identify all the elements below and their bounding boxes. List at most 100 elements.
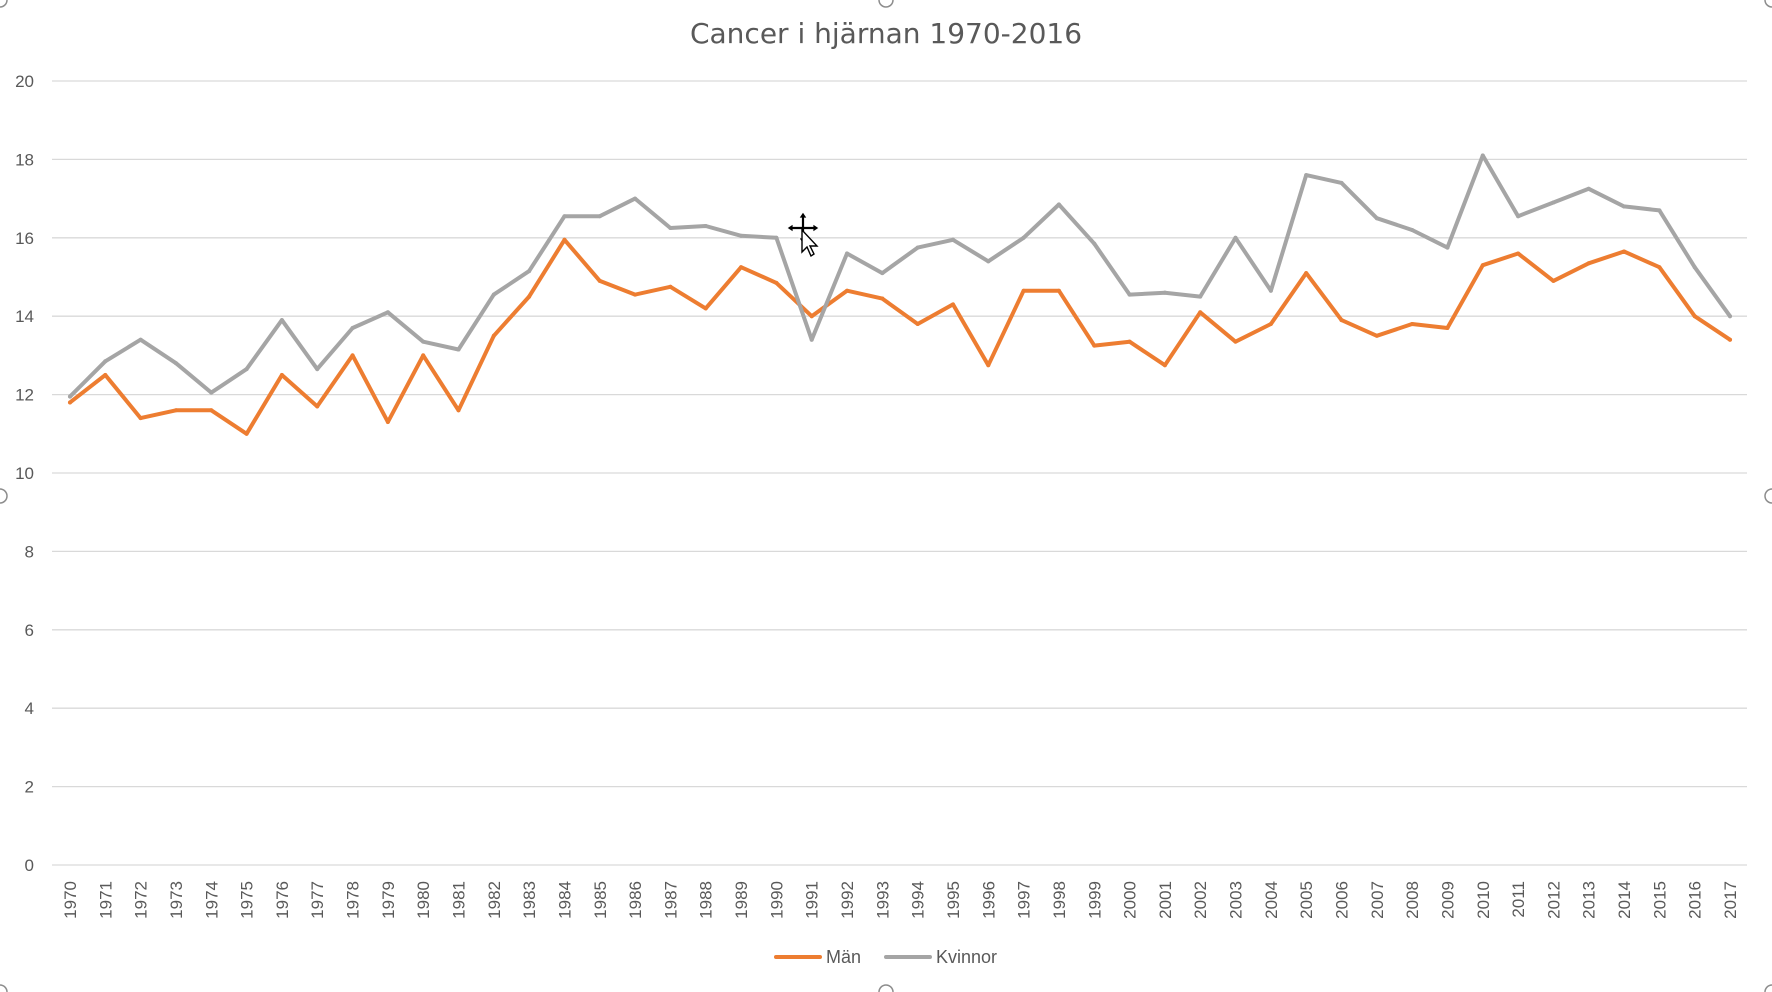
y-tick-label: 20 [15,72,34,91]
data-point-kvinnor [244,367,249,372]
data-point-kvinnor [703,224,708,229]
data-point-kvinnor [1268,288,1273,293]
data-point-man [1339,318,1344,323]
y-tick-label: 12 [15,386,34,405]
data-point-man [1728,337,1732,342]
x-tick-label: 2003 [1227,881,1246,919]
x-tick-label: 2013 [1580,881,1599,919]
data-point-kvinnor [1728,314,1732,319]
data-point-kvinnor [739,233,744,238]
plot-series[interactable] [68,153,1732,436]
y-tick-label: 16 [15,229,34,248]
data-point-kvinnor [562,214,567,219]
data-point-kvinnor [845,251,850,256]
data-point-man [703,306,708,311]
x-tick-label: 1993 [873,881,892,919]
x-tick-label: 2017 [1721,881,1740,919]
data-point-kvinnor [1092,241,1097,246]
x-tick-label: 1987 [661,881,680,919]
y-tick-label: 8 [25,542,34,561]
data-point-man [562,237,567,242]
x-tick-label: 1971 [96,881,115,919]
x-tick-label: 2004 [1262,881,1281,919]
x-tick-label: 1994 [909,881,928,919]
data-point-man [1021,288,1026,293]
y-tick-label: 4 [25,699,34,718]
data-point-kvinnor [633,196,638,201]
resize-handle-top-left[interactable] [0,0,8,8]
data-point-kvinnor [209,390,214,395]
resize-handle-right[interactable] [1764,488,1772,504]
data-point-man [774,280,779,285]
data-point-man [845,288,850,293]
x-tick-label: 2000 [1121,881,1140,919]
x-tick-label: 2002 [1191,881,1210,919]
legend-label-kvinnor: Kvinnor [936,947,997,967]
data-point-man [173,408,178,413]
resize-handle-left[interactable] [0,488,8,504]
data-point-man [1374,333,1379,338]
resize-handle-top[interactable] [878,0,894,8]
x-tick-label: 1974 [202,881,221,919]
data-point-kvinnor [1339,180,1344,185]
x-tick-label: 1995 [944,881,963,919]
data-point-kvinnor [491,292,496,297]
x-tick-label: 2009 [1438,881,1457,919]
x-tick-label: 1989 [732,881,751,919]
data-point-man [950,302,955,307]
data-point-kvinnor [68,394,72,399]
resize-handle-bottom[interactable] [878,984,894,992]
y-tick-label: 6 [25,621,34,640]
x-tick-label: 1998 [1050,881,1069,919]
x-tick-label: 1999 [1085,881,1104,919]
data-point-kvinnor [774,235,779,240]
x-tick-label: 1988 [697,881,716,919]
data-point-kvinnor [1162,290,1167,295]
data-point-man [315,404,320,409]
data-point-man [1410,322,1415,327]
data-point-man [68,400,72,405]
data-point-man [1056,288,1061,293]
resize-handle-top-right[interactable] [1764,0,1772,8]
x-tick-label: 2006 [1332,881,1351,919]
data-point-man [244,431,249,436]
resize-handle-bottom-right[interactable] [1764,984,1772,992]
data-point-man [279,373,284,377]
data-point-man [385,420,390,425]
data-point-kvinnor [1233,235,1238,240]
data-point-man [103,373,108,377]
data-point-man [1622,249,1627,254]
x-tick-label: 2011 [1509,881,1528,918]
y-tick-label: 0 [25,856,34,875]
data-point-kvinnor [1586,186,1591,191]
x-tick-label: 2008 [1403,881,1422,919]
data-point-man [1445,325,1450,330]
data-point-kvinnor [986,259,991,264]
resize-handle-bottom-left[interactable] [0,984,8,992]
data-point-kvinnor [527,269,532,274]
x-tick-label: 1991 [803,881,822,919]
data-point-man [1516,251,1521,256]
legend[interactable]: Män Kvinnor [774,947,997,967]
x-tick-label: 1970 [61,881,80,919]
x-tick-label: 2015 [1650,881,1669,919]
data-point-man [1551,278,1556,283]
series-line-kvinnor[interactable] [68,153,1732,399]
data-point-kvinnor [350,325,355,330]
chart-title: Cancer i hjärnan 1970-2016 [690,17,1082,50]
x-tick-label: 2005 [1297,881,1316,919]
series-line-man[interactable] [68,237,1732,436]
data-point-man [597,278,602,283]
data-point-kvinnor [1551,200,1556,205]
data-point-kvinnor [1657,208,1662,213]
data-point-man [1304,271,1309,276]
data-point-man [209,408,214,413]
x-tick-label: 1986 [626,881,645,919]
data-point-man [491,333,496,338]
data-point-kvinnor [1127,292,1132,297]
data-point-kvinnor [1021,235,1026,240]
y-tick-label: 18 [15,150,34,169]
data-point-man [527,294,532,299]
data-point-man [1268,322,1273,327]
data-point-man [138,416,143,421]
